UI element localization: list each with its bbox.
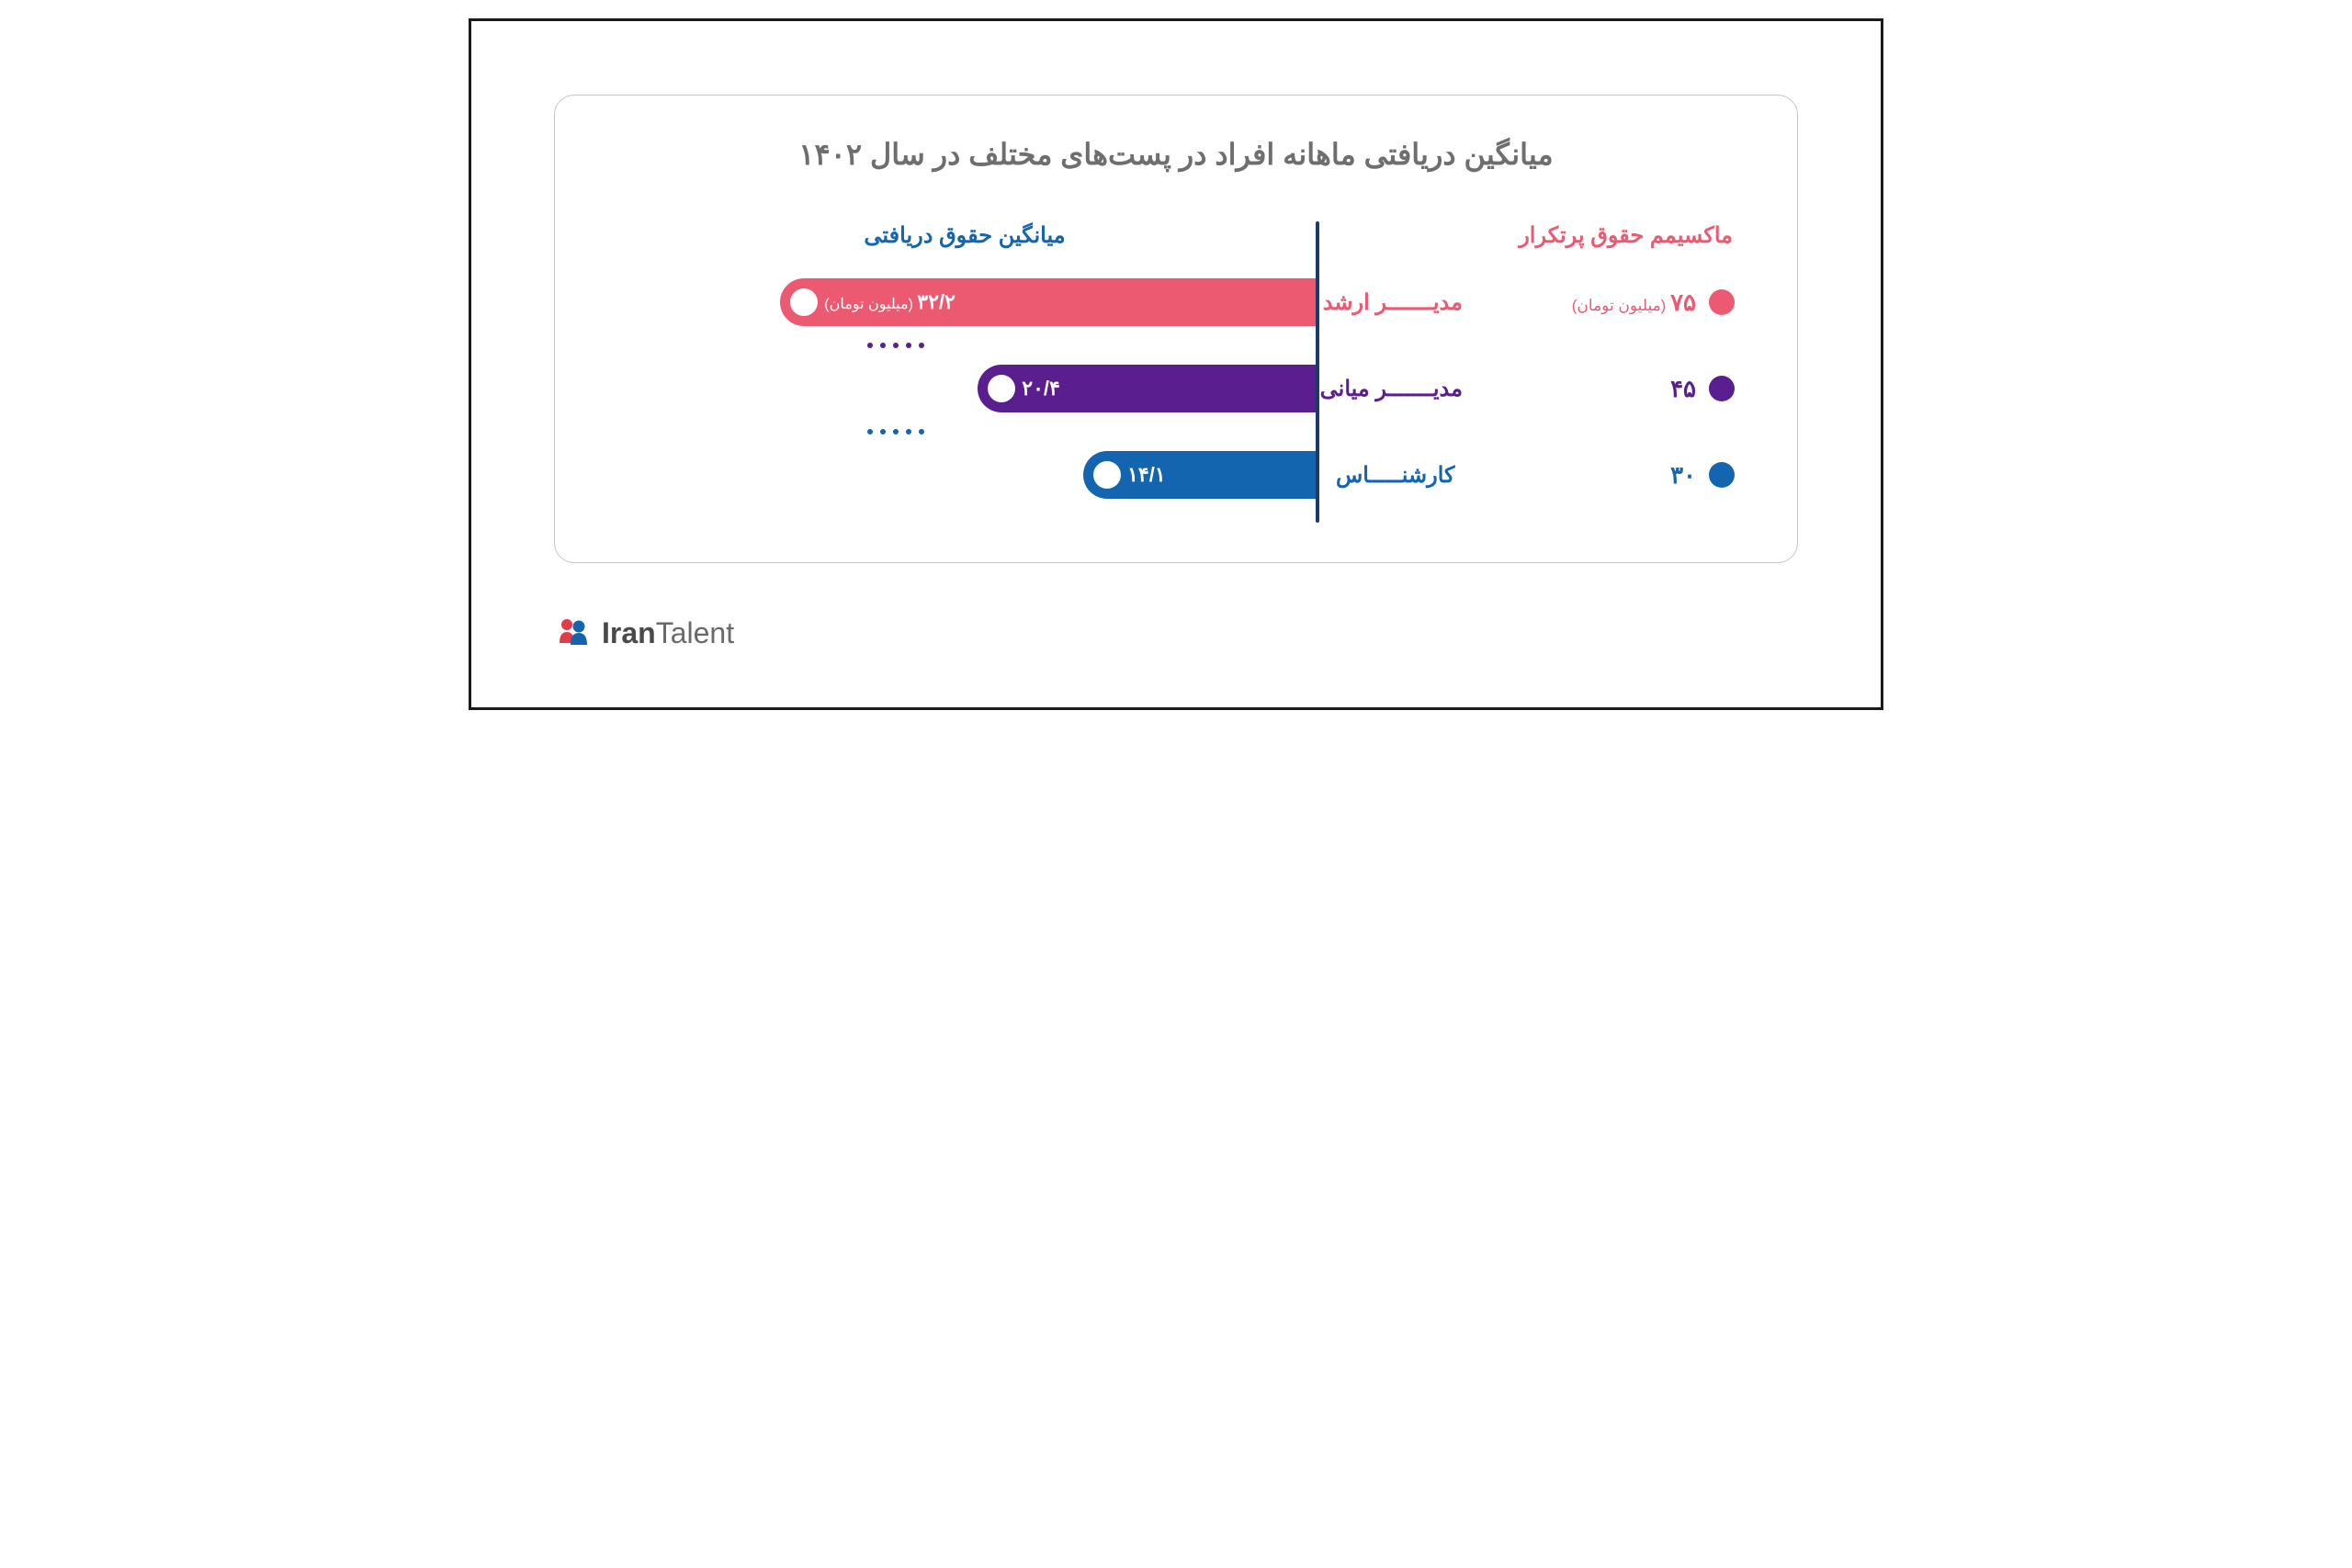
logo-icon [554,614,593,652]
outer-frame: میانگین دریافتی ماهانه افراد در پست‌های … [469,18,1883,710]
y-axis [1316,221,1319,523]
salary-bar: ۳۲/۲ (میلیون تومان) [780,278,1319,326]
legend-dot [1709,289,1735,315]
bar-cell: ۳۲/۲ (میلیون تومان) [610,265,1319,339]
axis-separator [610,339,1742,352]
chart-row: ۳۰ کارشنـــــاس ۱۴/۱ [610,438,1742,512]
chart-title: میانگین دریافتی ماهانه افراد در پست‌های … [610,137,1742,172]
max-salary-value: ۷۵ (میلیون تومان) [1572,288,1696,317]
axis-separator [610,425,1742,438]
logo-text-bold: Iran [602,616,656,649]
logo-text-light: Talent [656,616,734,649]
max-salary-cell: ۳۰ [1466,461,1742,490]
bar-cell: ۱۴/۱ [610,438,1319,512]
bar-end-circle [790,288,818,316]
header-max-salary: ماکسیمم حقوق پرتکرار [1466,222,1742,249]
position-label: کارشنـــــاس [1319,462,1466,489]
max-salary-value: ۴۵ [1670,375,1696,403]
max-salary-cell: ۴۵ [1466,375,1742,403]
position-label: مدیـــــــر میانی [1319,376,1466,402]
logo-text: IranTalent [602,616,734,650]
chart-body: ۷۵ (میلیون تومان) مدیـــــــر ارشد ۳۲/۲ (م… [610,265,1742,512]
bar-value: ۳۲/۲ (میلیون تومان) [824,290,956,314]
chart-row: ۴۵ مدیـــــــر میانی ۲۰/۴ [610,352,1742,425]
max-salary-unit: (میلیون تومان) [1572,297,1670,314]
header-avg-salary: میانگین حقوق دریافتی [610,222,1319,249]
legend-dot [1709,462,1735,488]
chart-card: میانگین دریافتی ماهانه افراد در پست‌های … [554,95,1798,563]
bar-cell: ۲۰/۴ [610,352,1319,425]
max-salary-value: ۳۰ [1670,461,1696,490]
bar-value-unit: (میلیون تومان) [824,297,917,312]
chart-row: ۷۵ (میلیون تومان) مدیـــــــر ارشد ۳۲/۲ (م… [610,265,1742,339]
salary-bar: ۲۰/۴ [978,365,1319,412]
salary-bar: ۱۴/۱ [1083,451,1319,499]
bar-value: ۲۰/۴ [1022,377,1060,400]
brand-logo: IranTalent [554,614,1798,652]
bar-end-circle [988,375,1015,402]
bar-end-circle [1093,461,1121,489]
legend-dot [1709,376,1735,401]
chart-headers: ماکسیمم حقوق پرتکرار میانگین حقوق دریافت… [610,222,1742,249]
bar-value: ۱۴/۱ [1127,463,1166,487]
position-label: مدیـــــــر ارشد [1319,289,1466,316]
max-salary-cell: ۷۵ (میلیون تومان) [1466,288,1742,317]
